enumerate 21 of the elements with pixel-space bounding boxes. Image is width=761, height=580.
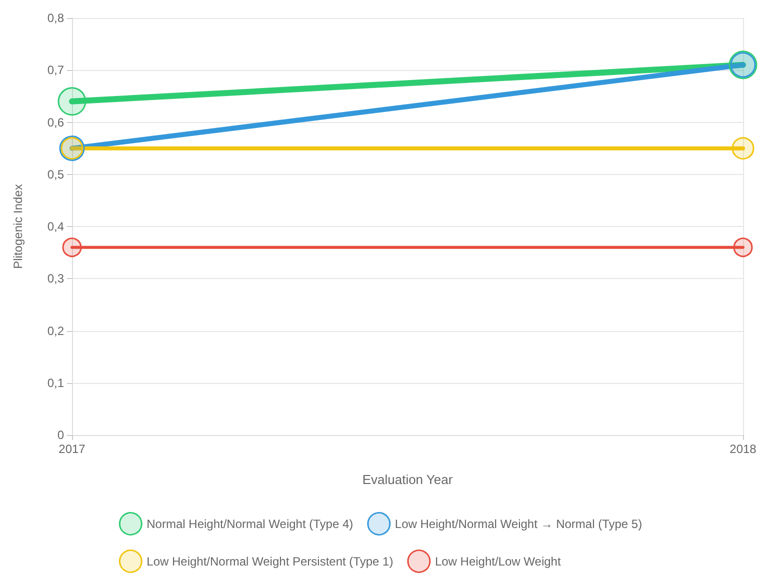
- point: [62, 238, 82, 258]
- x-tick-label: 2018: [730, 442, 757, 456]
- legend-label: Low Height/Low Weight: [434, 554, 562, 568]
- y-tick-label: 0,1: [47, 376, 64, 390]
- point: [58, 87, 86, 116]
- legend-label: Normal Height/Normal Weight (Type 4): [146, 516, 354, 531]
- y-tick-label: 0: [57, 428, 64, 442]
- y-tick-label: 0,8: [47, 11, 64, 25]
- x-tick-label: 2017: [58, 442, 86, 456]
- y-tick-label: 0,7: [47, 63, 64, 78]
- legend-label: Low Height/Normal Weight → Normal (Type 5): [394, 516, 642, 531]
- y-tick-label: 0,4: [47, 220, 64, 234]
- y-tick-label: 0,5: [47, 167, 64, 182]
- y-tick-label: 0,2: [47, 324, 64, 338]
- x-axis-title: Evaluation Year: [362, 472, 454, 487]
- y-axis-title: Plitogenic Index: [11, 184, 25, 269]
- y-tick-label: 0,3: [47, 272, 64, 286]
- legend-label: Low Height/Normal Weight Persistent (Type 1): [146, 554, 394, 568]
- point: [733, 238, 753, 258]
- point: [732, 137, 754, 160]
- y-tick-label: 0,6: [47, 115, 64, 130]
